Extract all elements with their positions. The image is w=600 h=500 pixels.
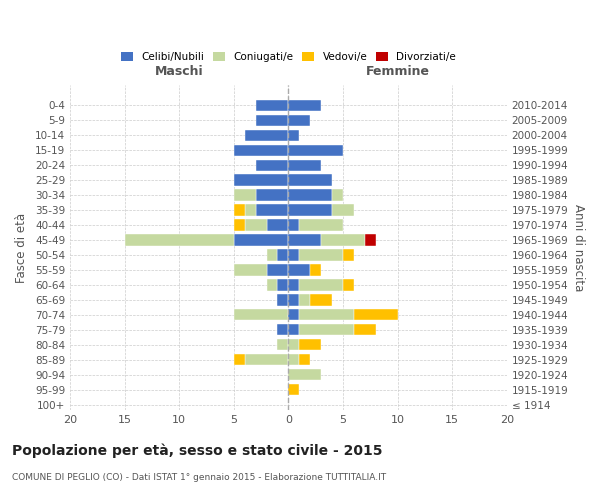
Bar [277,280,289,290]
Text: Maschi: Maschi [155,66,203,78]
Bar [266,280,277,290]
Bar [343,250,354,260]
Y-axis label: Fasce di età: Fasce di età [15,212,28,282]
Bar [332,204,354,216]
Bar [245,130,289,141]
Bar [321,234,365,246]
Bar [256,204,289,216]
Bar [234,220,245,230]
Bar [234,144,289,156]
Bar [310,294,332,306]
Bar [289,354,299,366]
Text: Popolazione per età, sesso e stato civile - 2015: Popolazione per età, sesso e stato civil… [12,444,383,458]
Bar [234,190,256,200]
Bar [343,280,354,290]
Bar [289,324,299,336]
Bar [245,354,289,366]
Bar [365,234,376,246]
Legend: Celibi/Nubili, Coniugati/e, Vedovi/e, Divorziati/e: Celibi/Nubili, Coniugati/e, Vedovi/e, Di… [116,48,460,66]
Bar [299,310,354,320]
Bar [289,250,299,260]
Bar [289,280,299,290]
Bar [266,264,289,276]
Bar [277,339,289,350]
Bar [289,174,332,186]
Bar [234,264,266,276]
Bar [289,190,332,200]
Bar [234,310,289,320]
Bar [299,280,343,290]
Bar [289,160,321,171]
Bar [289,339,299,350]
Text: COMUNE DI PEGLIO (CO) - Dati ISTAT 1° gennaio 2015 - Elaborazione TUTTITALIA.IT: COMUNE DI PEGLIO (CO) - Dati ISTAT 1° ge… [12,473,386,482]
Bar [289,264,310,276]
Bar [266,250,277,260]
Bar [299,339,321,350]
Bar [245,204,256,216]
Bar [277,324,289,336]
Bar [299,354,310,366]
Bar [289,220,299,230]
Bar [256,114,289,126]
Bar [289,310,299,320]
Bar [299,324,354,336]
Y-axis label: Anni di nascita: Anni di nascita [572,204,585,291]
Bar [256,160,289,171]
Bar [289,130,299,141]
Bar [256,190,289,200]
Bar [256,100,289,111]
Bar [289,204,332,216]
Bar [299,220,343,230]
Bar [310,264,321,276]
Bar [289,369,321,380]
Bar [234,204,245,216]
Bar [299,250,343,260]
Bar [299,294,310,306]
Bar [125,234,234,246]
Bar [289,100,321,111]
Bar [354,310,398,320]
Bar [277,250,289,260]
Bar [354,324,376,336]
Bar [289,294,299,306]
Bar [234,234,289,246]
Bar [289,384,299,396]
Bar [289,144,343,156]
Bar [234,354,245,366]
Bar [332,190,343,200]
Bar [289,114,310,126]
Bar [245,220,266,230]
Bar [266,220,289,230]
Bar [289,234,321,246]
Bar [277,294,289,306]
Text: Femmine: Femmine [365,66,430,78]
Bar [234,174,289,186]
